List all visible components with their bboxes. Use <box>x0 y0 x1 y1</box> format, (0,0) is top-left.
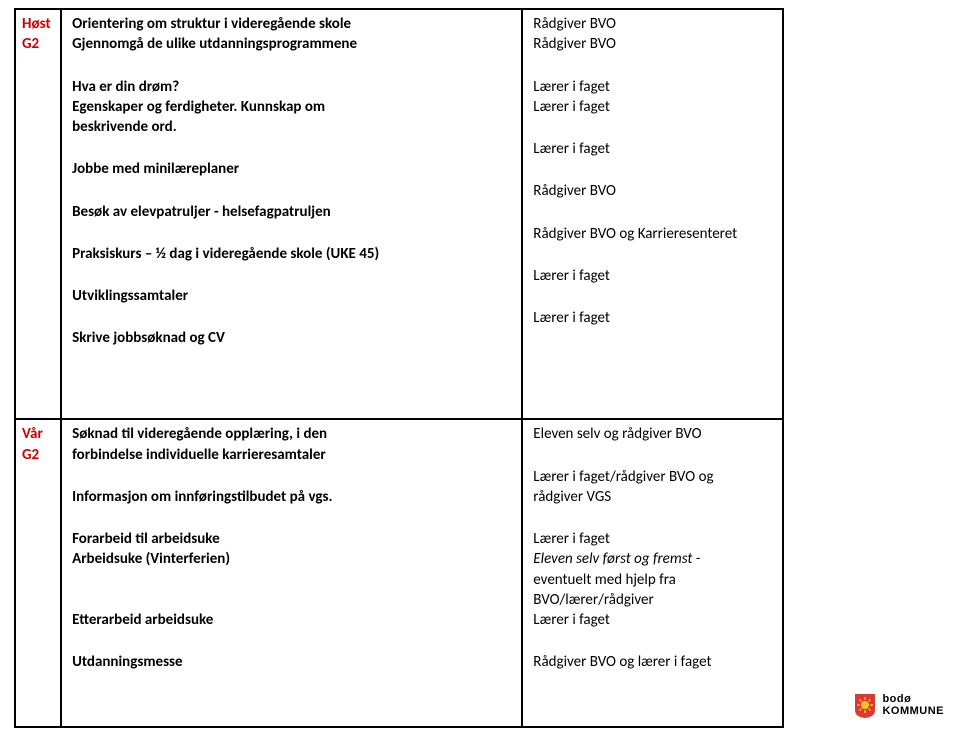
period-season-1: Høst <box>22 14 54 34</box>
period-grade-2: G2 <box>22 445 54 465</box>
logo-text-line2: KOMMUNE <box>882 706 944 718</box>
period-grade-1: G2 <box>22 34 54 54</box>
activity-block: Utviklingssamtaler <box>72 286 511 306</box>
responsible-line: Eleven selv og rådgiver BVO <box>533 424 772 444</box>
responsible-line: Rådgiver BVO og lærer i faget <box>533 652 772 672</box>
activity-block: Utdanningsmesse <box>72 652 511 672</box>
responsible-line: Lærer i faget/rådgiver BVO og <box>533 467 772 487</box>
responsible-block: Lærer i faget/rådgiver BVO ogrådgiver VG… <box>533 467 772 508</box>
responsible-line: Lærer i faget <box>533 97 772 117</box>
activity-line: forbindelse individuelle karrieresamtale… <box>72 445 511 465</box>
row-host-g2: Høst G2 Orientering om struktur i videre… <box>15 9 783 419</box>
responsible-line: Lærer i faget <box>533 529 772 549</box>
activity-line: beskrivende ord. <box>72 117 511 137</box>
activity-block: Skrive jobbsøknad og CV <box>72 328 511 348</box>
activity-block: Jobbe med minilæreplaner <box>72 159 511 179</box>
responsible-line: Lærer i faget <box>533 308 772 328</box>
period-season-2: Vår <box>22 424 54 444</box>
responsible-line: Eleven selv først og fremst - <box>533 549 772 569</box>
responsible-block: Lærer i faget <box>533 139 772 159</box>
activity-line <box>72 570 511 590</box>
responsible-line: rådgiver VGS <box>533 487 772 507</box>
responsible-block: Rådgiver BVORådgiver BVO <box>533 14 772 55</box>
activity-line: Praksiskurs – ½ dag i videregående skole… <box>72 244 511 264</box>
responsible-cell-2: Eleven selv og rådgiver BVO Lærer i faget… <box>522 419 783 727</box>
responsible-line: BVO/lærer/rådgiver <box>533 590 772 610</box>
responsible-line: Lærer i faget <box>533 139 772 159</box>
activity-block: Hva er din drøm?Egenskaper og ferdighete… <box>72 77 511 138</box>
plan-table: Høst G2 Orientering om struktur i videre… <box>14 8 784 728</box>
activity-line: Gjennomgå de ulike utdanningsprogrammene <box>72 34 511 54</box>
activity-line: Søknad til videregående opplæring, i den <box>72 424 511 444</box>
responsible-line: Rådgiver BVO <box>533 14 772 34</box>
responsible-block: Rådgiver BVO og lærer i faget <box>533 652 772 672</box>
row-var-g2: Vår G2 Søknad til videregående opplæring… <box>15 419 783 727</box>
activity-line: Utviklingssamtaler <box>72 286 511 306</box>
activity-line: Jobbe med minilæreplaner <box>72 159 511 179</box>
activity-line: Forarbeid til arbeidsuke <box>72 529 511 549</box>
bodo-kommune-logo: bodø KOMMUNE <box>854 693 944 719</box>
responsible-line: Rådgiver BVO <box>533 181 772 201</box>
responsible-line: Lærer i faget <box>533 266 772 286</box>
responsible-cell-1: Rådgiver BVORådgiver BVOLærer i fagetLær… <box>522 9 783 419</box>
activity-block: Orientering om struktur i videregående s… <box>72 14 511 55</box>
activity-cell-2: Søknad til videregående opplæring, i den… <box>61 419 522 727</box>
activity-block: Søknad til videregående opplæring, i den… <box>72 424 511 465</box>
responsible-block: Eleven selv og rådgiver BVO <box>533 424 772 444</box>
activity-block: Forarbeid til arbeidsukeArbeidsuke (Vint… <box>72 529 511 630</box>
responsible-block: Rådgiver BVO og Karrieresenteret <box>533 224 772 244</box>
activity-block: Informasjon om innføringstilbudet på vgs… <box>72 487 511 507</box>
responsible-line: eventuelt med hjelp fra <box>533 570 772 590</box>
activity-line: Etterarbeid arbeidsuke <box>72 610 511 630</box>
responsible-block: Lærer i faget <box>533 308 772 328</box>
period-cell-2: Vår G2 <box>15 419 61 727</box>
responsible-line: Lærer i faget <box>533 610 772 630</box>
responsible-line: Rådgiver BVO <box>533 34 772 54</box>
activity-line: Informasjon om innføringstilbudet på vgs… <box>72 487 511 507</box>
activity-line: Utdanningsmesse <box>72 652 511 672</box>
responsible-line: Rådgiver BVO og Karrieresenteret <box>533 224 772 244</box>
activity-block: Besøk av elevpatruljer - helsefagpatrulj… <box>72 202 511 222</box>
activity-line: Arbeidsuke (Vinterferien) <box>72 549 511 569</box>
activity-block: Praksiskurs – ½ dag i videregående skole… <box>72 244 511 264</box>
shield-icon <box>854 693 876 719</box>
period-cell-1: Høst G2 <box>15 9 61 419</box>
activity-line: Hva er din drøm? <box>72 77 511 97</box>
activity-line: Egenskaper og ferdigheter. Kunnskap om <box>72 97 511 117</box>
responsible-block: Lærer i fagetLærer i faget <box>533 77 772 118</box>
activity-line: Besøk av elevpatruljer - helsefagpatrulj… <box>72 202 511 222</box>
activity-line <box>72 590 511 610</box>
responsible-line: Lærer i faget <box>533 77 772 97</box>
activity-cell-1: Orientering om struktur i videregående s… <box>61 9 522 419</box>
activity-line: Orientering om struktur i videregående s… <box>72 14 511 34</box>
activity-line: Skrive jobbsøknad og CV <box>72 328 511 348</box>
responsible-block: Lærer i fagetEleven selv først og fremst… <box>533 529 772 630</box>
responsible-block: Rådgiver BVO <box>533 181 772 201</box>
responsible-block: Lærer i faget <box>533 266 772 286</box>
logo-text: bodø KOMMUNE <box>882 694 944 717</box>
